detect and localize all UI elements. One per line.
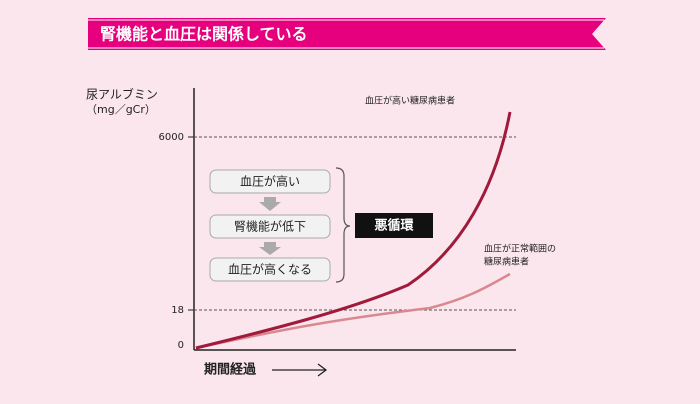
header-title: 腎機能と血圧は関係している xyxy=(100,25,308,44)
step-arrow xyxy=(259,197,281,211)
tick-label: 18 xyxy=(171,305,184,316)
cycle-box xyxy=(355,213,433,238)
step-arrow xyxy=(259,242,281,255)
curve-label: 血圧が正常範囲の xyxy=(484,243,556,255)
normal-curve xyxy=(195,272,511,350)
step-box xyxy=(209,257,331,282)
header-band xyxy=(88,18,606,50)
step-label: 血圧が高くなる xyxy=(228,262,312,277)
tick-label: 6000 xyxy=(159,132,184,143)
tick-label: 0 xyxy=(178,340,184,351)
high-curve xyxy=(195,111,512,350)
step-label: 血圧が高い xyxy=(240,174,300,189)
curve-label: 糖尿病患者 xyxy=(484,256,529,268)
bracket xyxy=(335,167,351,283)
step-label: 腎機能が低下 xyxy=(234,219,306,234)
curve-label: 血圧が高い糖尿病患者 xyxy=(365,95,455,107)
step-box xyxy=(209,214,331,239)
x-label: 期間経過 xyxy=(204,362,257,378)
step-box xyxy=(209,169,331,194)
y-unit: （mg／gCr） xyxy=(86,103,156,116)
cycle-label: 悪循環 xyxy=(374,218,414,234)
x-arrow-head xyxy=(317,363,328,377)
y-label: 尿アルブミン xyxy=(86,87,158,102)
